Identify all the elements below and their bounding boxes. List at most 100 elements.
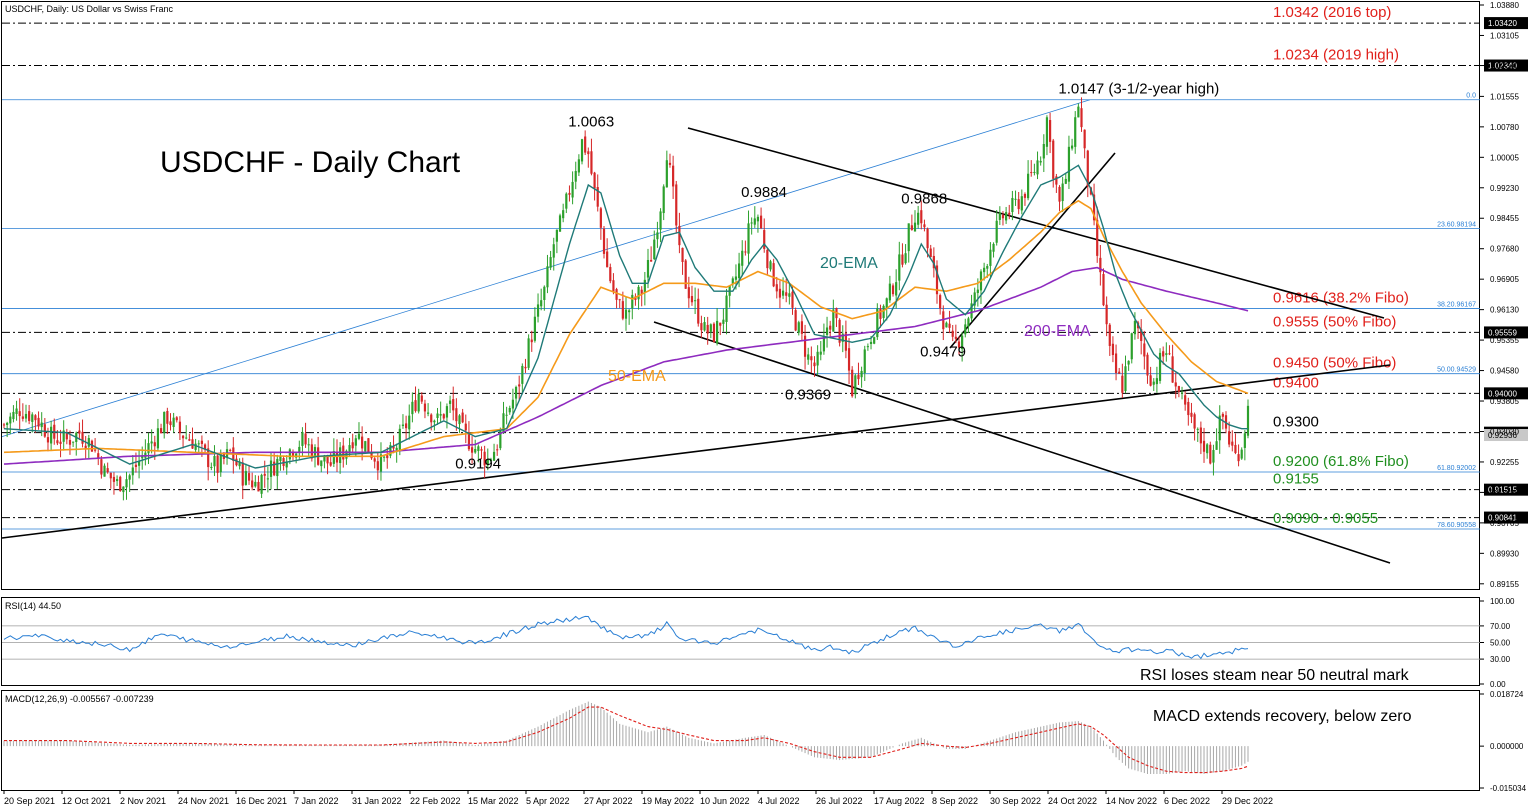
candle-body xyxy=(1237,454,1240,462)
candle-body xyxy=(785,292,788,296)
candle-body xyxy=(1086,150,1089,187)
fibo-level-tag: 78.60.90558 xyxy=(1437,522,1476,529)
candle-body xyxy=(778,288,782,298)
candle-body xyxy=(56,440,59,444)
candle-body xyxy=(888,283,891,301)
candle-body xyxy=(571,181,574,198)
candle-body xyxy=(750,222,753,224)
candle-body xyxy=(298,446,301,452)
current-price-tag xyxy=(1484,429,1528,442)
candle-body xyxy=(822,335,826,352)
candle-body xyxy=(414,400,417,412)
candle-body xyxy=(929,248,932,258)
candle-body xyxy=(392,446,395,449)
candle-body xyxy=(301,432,304,446)
symbol-header: USDCHF, Daily: US Dollar vs Swiss Franc xyxy=(5,4,174,14)
candle-body xyxy=(910,225,913,230)
price-point-label: 1.0147 (3-1/2-year high) xyxy=(1058,81,1219,98)
candle-body xyxy=(320,460,323,467)
price-tick-label: 0.91480 xyxy=(1490,488,1519,497)
candle-body xyxy=(1231,441,1234,446)
candle-body xyxy=(1127,360,1130,365)
price-point-label: 0.9479 xyxy=(920,343,966,360)
chart-title: USDCHF - Daily Chart xyxy=(160,146,461,179)
candle-body xyxy=(584,136,587,153)
level-axis-tag xyxy=(1484,17,1528,30)
candle-body xyxy=(351,442,354,449)
candle-body xyxy=(643,279,646,293)
price-tick-label: 0.98455 xyxy=(1490,214,1519,223)
candle-body xyxy=(238,461,241,467)
candle-body xyxy=(964,324,967,335)
candle-body xyxy=(310,444,313,459)
candle-body xyxy=(131,467,134,476)
price-tick-label: 0.92255 xyxy=(1490,458,1519,467)
macd-tick-label: 0.000000 xyxy=(1490,742,1524,751)
candle-body xyxy=(43,424,46,437)
candle-body xyxy=(725,295,728,322)
candle-body xyxy=(1039,160,1042,163)
candle-body xyxy=(948,323,951,328)
candle-body xyxy=(1184,395,1187,405)
candle-body xyxy=(759,215,763,229)
candle-body xyxy=(568,192,571,195)
candle-body xyxy=(401,424,405,426)
level-axis-tag xyxy=(1484,387,1528,400)
x-tick-label: 31 Jan 2022 xyxy=(352,796,402,806)
candle-body xyxy=(917,212,920,225)
candle-body xyxy=(1202,440,1206,452)
price-tick-label: 1.02340 xyxy=(1490,62,1519,71)
candle-body xyxy=(354,438,357,446)
candle-body xyxy=(87,438,90,447)
candle-body xyxy=(926,228,929,249)
candle-body xyxy=(492,451,496,461)
price-tick-label: 0.96905 xyxy=(1490,275,1519,284)
candle-body xyxy=(829,325,832,330)
candle-body xyxy=(1014,198,1017,200)
candle-body xyxy=(348,445,351,454)
candle-body xyxy=(646,259,650,278)
candle-body xyxy=(109,472,112,479)
price-tick-label: 1.00005 xyxy=(1490,153,1519,162)
x-tick-label: 19 May 2022 xyxy=(642,796,694,806)
candle-body xyxy=(285,461,288,468)
candle-body xyxy=(169,421,172,426)
candle-body xyxy=(1042,144,1045,159)
x-tick-label: 7 Jan 2022 xyxy=(294,796,339,806)
level-label: 0.9200 (61.8% Fibo) xyxy=(1273,453,1409,470)
candle-body xyxy=(722,319,725,324)
candle-body xyxy=(690,296,694,303)
x-tick-label: 15 Mar 2022 xyxy=(468,796,519,806)
candle-body xyxy=(257,481,260,492)
x-tick-label: 4 Jul 2022 xyxy=(758,796,800,806)
candle-body xyxy=(72,441,75,443)
candle-body xyxy=(1243,433,1246,448)
candle-body xyxy=(518,384,521,387)
candle-body xyxy=(379,454,383,472)
candle-body xyxy=(122,486,125,493)
candle-body xyxy=(166,410,169,424)
level-label: 0.9555 (50% Fibo) xyxy=(1273,313,1396,330)
candle-body xyxy=(367,438,370,453)
candle-body xyxy=(137,461,141,466)
candle-body xyxy=(530,339,533,343)
candle-body xyxy=(156,428,160,449)
candle-body xyxy=(1055,176,1058,185)
candle-body xyxy=(1177,386,1180,392)
x-tick-label: 14 Nov 2022 xyxy=(1106,796,1157,806)
candle-body xyxy=(1114,353,1118,373)
candle-body xyxy=(772,263,775,287)
fibo-level-tag: 23.60.98194 xyxy=(1437,222,1476,229)
candle-body xyxy=(103,465,106,477)
candle-body xyxy=(653,239,656,260)
candle-body xyxy=(395,447,398,451)
candle-body xyxy=(945,322,948,328)
candle-body xyxy=(810,356,813,361)
candle-body xyxy=(439,414,442,416)
candle-body xyxy=(106,468,109,473)
candle-body xyxy=(357,433,361,439)
candle-body xyxy=(954,336,957,339)
level-label: 0.9300 xyxy=(1273,414,1319,431)
price-tick-label: 1.03105 xyxy=(1490,31,1519,40)
candle-body xyxy=(119,476,122,491)
